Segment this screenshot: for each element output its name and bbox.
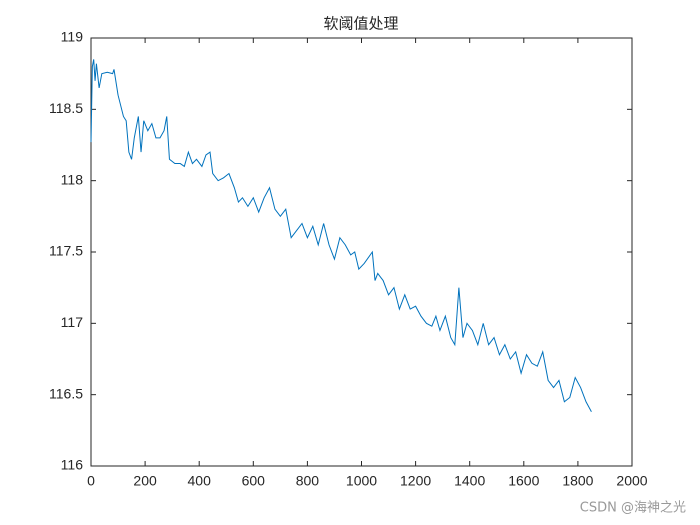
y-tick-label: 116.5 bbox=[49, 385, 83, 401]
x-tick-label: 600 bbox=[242, 473, 266, 489]
x-tick-label: 800 bbox=[296, 473, 320, 489]
chart-title: 软阈值处理 bbox=[323, 15, 398, 33]
x-tick-label: 1400 bbox=[454, 473, 485, 489]
data-line bbox=[90, 59, 592, 413]
x-tick-label: 1200 bbox=[400, 473, 431, 489]
watermark: CSDN @海神之光 bbox=[580, 501, 686, 516]
y-tick-label: 117.5 bbox=[49, 243, 83, 259]
y-tick-label: 116 bbox=[61, 457, 84, 473]
x-tick-label: 400 bbox=[188, 473, 212, 489]
plot-frame bbox=[90, 37, 633, 467]
x-tick-label: 2000 bbox=[616, 473, 647, 489]
y-tick-label: 118.5 bbox=[49, 100, 83, 116]
x-tick-label: 1600 bbox=[508, 473, 539, 489]
y-tick-label: 119 bbox=[61, 29, 84, 45]
x-tick-label: 200 bbox=[133, 473, 157, 489]
x-tick-label: 1000 bbox=[346, 473, 377, 489]
x-tick-label: 0 bbox=[87, 473, 95, 489]
y-tick-label: 117 bbox=[61, 314, 84, 330]
x-tick-label: 1800 bbox=[562, 473, 593, 489]
y-tick-label: 118 bbox=[61, 171, 84, 187]
